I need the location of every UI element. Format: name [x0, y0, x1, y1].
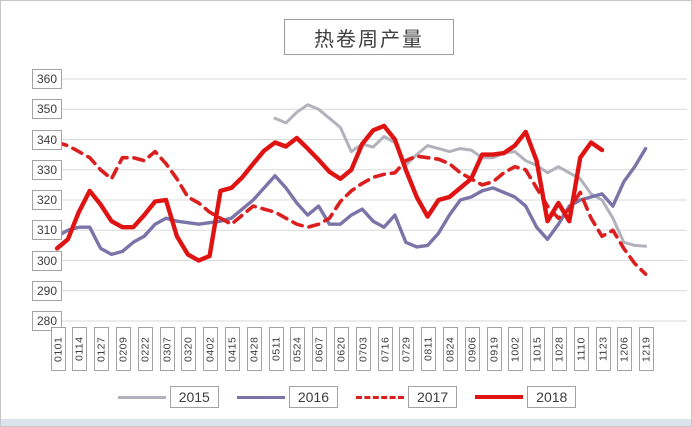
bottom-strip [1, 419, 691, 426]
legend: 2015 2016 2017 2018 [1, 383, 691, 411]
legend-label-2017: 2017 [408, 386, 458, 408]
legend-item-2016: 2016 [236, 386, 338, 408]
x-tick-label-0320: 0320 [181, 327, 197, 371]
series-lines [54, 103, 648, 276]
legend-swatch-2015 [117, 395, 166, 399]
x-tick-label-0919: 0919 [486, 327, 502, 371]
x-tick-label-0607: 0607 [312, 327, 328, 371]
y-tick-label-280: 280 [32, 311, 62, 331]
x-tick-label-0524: 0524 [290, 327, 306, 371]
x-tick-label-1123: 1123 [595, 327, 611, 371]
x-tick-label-0114: 0114 [72, 327, 88, 371]
x-tick-label-1015: 1015 [530, 327, 546, 371]
x-tick-label-1002: 1002 [508, 327, 524, 371]
x-tick-label-1206: 1206 [617, 327, 633, 371]
x-tick-label-0222: 0222 [137, 327, 153, 371]
x-tick-label-0127: 0127 [94, 327, 110, 371]
gridlines [58, 78, 687, 322]
y-tick-label-350: 350 [32, 99, 62, 120]
y-tick-label-330: 330 [32, 159, 62, 180]
y-tick-label-300: 300 [32, 250, 62, 271]
series-line-2017 [55, 140, 648, 276]
x-tick-label-0428: 0428 [246, 327, 262, 371]
x-tick-label-0906: 0906 [464, 327, 480, 371]
legend-swatch-2018 [475, 395, 524, 399]
x-tick-label-0307: 0307 [159, 327, 175, 371]
series-line-2016 [55, 146, 648, 257]
legend-item-2017: 2017 [356, 386, 458, 408]
x-tick-label-0824: 0824 [442, 327, 458, 371]
chart-title: 热卷周产量 [314, 26, 424, 51]
x-tick-label-0209: 0209 [115, 327, 131, 371]
x-tick-label-0402: 0402 [203, 327, 219, 371]
x-tick-label-1219: 1219 [639, 327, 655, 371]
legend-item-2018: 2018 [475, 386, 577, 408]
y-tick-label-290: 290 [32, 280, 62, 301]
y-tick-label-320: 320 [32, 190, 62, 210]
x-tick-label-0415: 0415 [224, 327, 240, 371]
series-line-2015 [273, 103, 648, 248]
series-line-2018 [54, 123, 605, 263]
y-tick-label-360: 360 [32, 69, 62, 89]
legend-label-2018: 2018 [527, 386, 577, 408]
x-tick-label-0729: 0729 [399, 327, 415, 371]
x-tick-label-0811: 0811 [421, 327, 437, 371]
legend-label-2016: 2016 [288, 386, 338, 408]
x-tick-label-1110: 1110 [573, 327, 589, 371]
x-tick-label-0703: 0703 [355, 327, 371, 371]
x-tick-label-1028: 1028 [551, 327, 567, 371]
chart-title-box: 热卷周产量 [284, 19, 454, 55]
y-tick-label-340: 340 [32, 129, 62, 150]
x-tick-label-0101: 0101 [50, 327, 66, 371]
x-tick-label-0620: 0620 [333, 327, 349, 371]
legend-swatch-2017 [356, 395, 404, 399]
legend-item-2015: 2015 [117, 386, 219, 408]
y-tick-label-310: 310 [32, 220, 62, 241]
legend-swatch-2016 [236, 395, 285, 399]
legend-label-2015: 2015 [169, 386, 219, 408]
x-tick-label-0716: 0716 [377, 327, 393, 371]
x-tick-label-0511: 0511 [268, 327, 284, 371]
